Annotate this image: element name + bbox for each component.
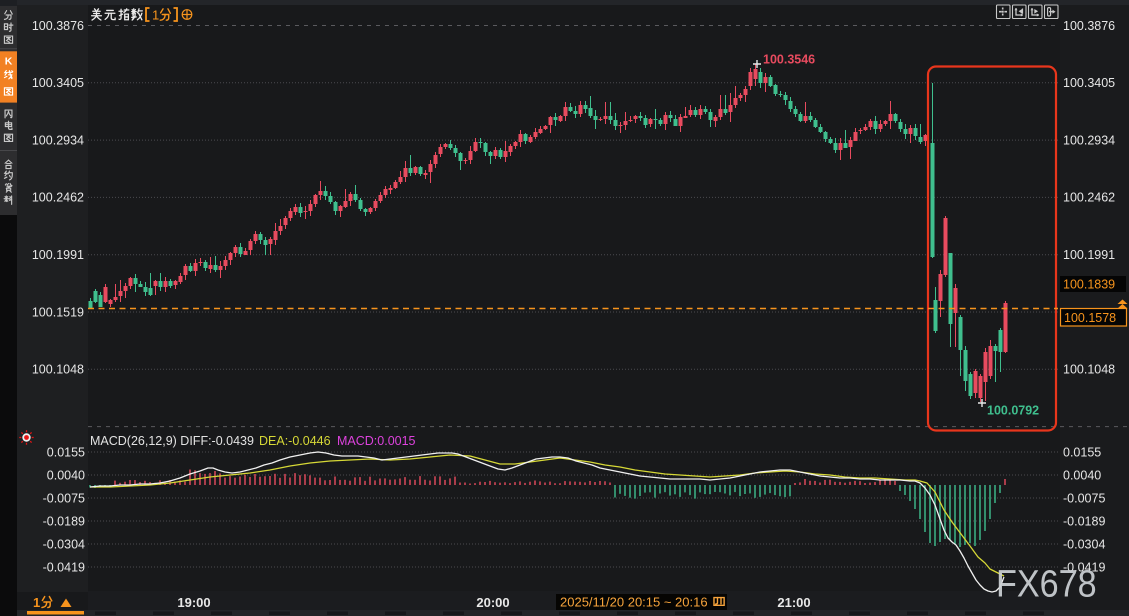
svg-text:-0.0189: -0.0189 bbox=[43, 514, 85, 528]
svg-text:MACD(26,12,9) DIFF:-0.0439: MACD(26,12,9) DIFF:-0.0439 bbox=[90, 434, 254, 448]
svg-text:19:00: 19:00 bbox=[177, 595, 210, 610]
svg-text:-0.0189: -0.0189 bbox=[1063, 514, 1105, 528]
svg-text:0.0155: 0.0155 bbox=[1063, 445, 1101, 459]
svg-text:FX678: FX678 bbox=[996, 562, 1097, 605]
svg-text:100.3876: 100.3876 bbox=[32, 19, 84, 33]
svg-text:100.3405: 100.3405 bbox=[1063, 76, 1115, 90]
svg-text:100.1839: 100.1839 bbox=[1063, 278, 1115, 292]
svg-text:-0.0075: -0.0075 bbox=[43, 491, 85, 505]
svg-text:0.0040: 0.0040 bbox=[47, 468, 85, 482]
svg-text:2025/11/20 20:15 ~ 20:16: 2025/11/20 20:15 ~ 20:16 bbox=[560, 595, 708, 610]
svg-text:1: 1 bbox=[152, 8, 159, 23]
svg-text:100.1048: 100.1048 bbox=[1063, 363, 1115, 377]
svg-text:100.1578: 100.1578 bbox=[1064, 311, 1116, 325]
svg-text:100.2934: 100.2934 bbox=[1063, 133, 1115, 147]
svg-text:100.3405: 100.3405 bbox=[32, 76, 84, 90]
svg-text:-0.0304: -0.0304 bbox=[1063, 537, 1105, 551]
svg-text:100.2934: 100.2934 bbox=[32, 133, 84, 147]
svg-text:100.3546: 100.3546 bbox=[763, 53, 815, 67]
svg-text:20:00: 20:00 bbox=[476, 595, 509, 610]
svg-text:K: K bbox=[5, 56, 13, 68]
svg-text:-0.0075: -0.0075 bbox=[1063, 491, 1105, 505]
svg-text:-0.0419: -0.0419 bbox=[43, 560, 85, 574]
svg-text:100.2462: 100.2462 bbox=[32, 191, 84, 205]
svg-text:100.1519: 100.1519 bbox=[32, 305, 84, 319]
svg-text:-0.0419: -0.0419 bbox=[1063, 560, 1105, 574]
svg-text:100.0792: 100.0792 bbox=[987, 404, 1039, 418]
svg-text:DEA:-0.0446: DEA:-0.0446 bbox=[259, 434, 331, 448]
svg-text:MACD:0.0015: MACD:0.0015 bbox=[337, 434, 416, 448]
svg-text:100.1991: 100.1991 bbox=[1063, 248, 1115, 262]
svg-text:100.1991: 100.1991 bbox=[32, 248, 84, 262]
svg-text:1: 1 bbox=[33, 595, 40, 610]
svg-text:-0.0304: -0.0304 bbox=[43, 537, 85, 551]
svg-text:0.0155: 0.0155 bbox=[47, 445, 85, 459]
svg-text:100.1048: 100.1048 bbox=[32, 363, 84, 377]
svg-text:0.0040: 0.0040 bbox=[1063, 468, 1101, 482]
svg-text:100.3876: 100.3876 bbox=[1063, 19, 1115, 33]
svg-text:21:00: 21:00 bbox=[777, 595, 810, 610]
svg-text:100.2462: 100.2462 bbox=[1063, 191, 1115, 205]
